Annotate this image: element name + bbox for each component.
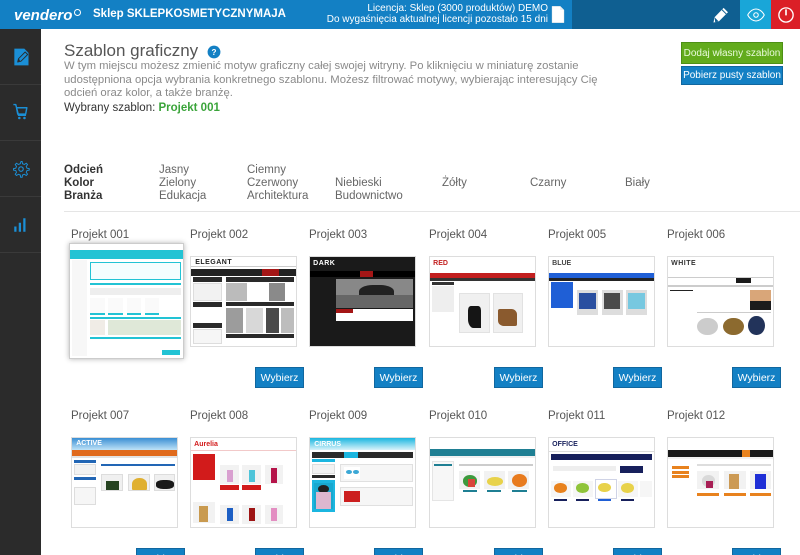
svg-text:?: ? [211,47,216,56]
